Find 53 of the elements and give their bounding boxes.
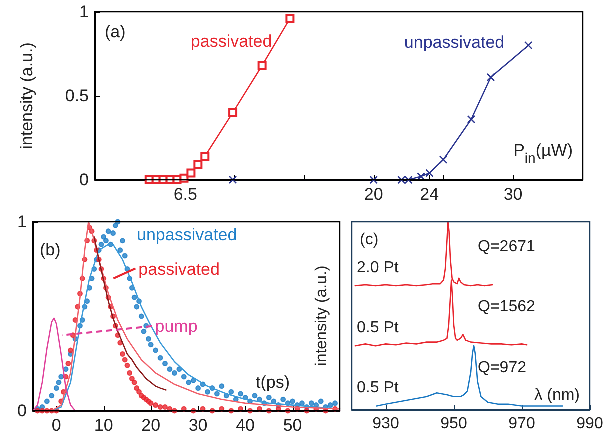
series-label: passivated (190, 32, 272, 52)
text: (b) (40, 240, 61, 260)
y-tick-label: 1 (80, 2, 89, 22)
x-tick-label: 930 (372, 416, 400, 432)
series-label: 0.5 Pt (357, 380, 400, 397)
x-tick-label: 20 (142, 416, 161, 435)
x-tick-label: 30 (504, 185, 523, 204)
series-label: unpassivated (404, 33, 505, 52)
x-tick-label: 0 (52, 416, 62, 435)
y-tick-label: 1 (18, 212, 27, 232)
point (228, 176, 238, 184)
x-tick-label: 970 (508, 416, 536, 432)
text: (a) (105, 22, 126, 42)
y-axis-title: intensity (a.u.) (18, 42, 36, 150)
point (194, 160, 203, 170)
point (200, 152, 210, 161)
series-label: 0.5 Pt (357, 320, 400, 337)
x-tick-label: 30 (188, 416, 208, 435)
x-axis-title: t(ps) (256, 372, 290, 392)
point (286, 14, 295, 24)
text: (c) (360, 232, 379, 248)
point (186, 168, 196, 178)
point (439, 156, 448, 164)
point (417, 172, 426, 181)
series-label: 2.0 Pt (357, 259, 400, 276)
point (467, 115, 476, 124)
x-tick-label: 990 (576, 416, 604, 432)
text: pump (155, 316, 198, 336)
point (228, 108, 238, 118)
x-axis-title: λ (nm) (534, 386, 580, 404)
point (524, 41, 533, 50)
annotation: Q=2671 (478, 238, 536, 256)
x-tick-label: 10 (94, 416, 114, 435)
point (425, 169, 434, 178)
annotation: Q=1562 (478, 298, 536, 316)
point (258, 61, 267, 70)
x-tick-label: 20 (364, 185, 384, 204)
y-tick-label: 0.5 (65, 86, 89, 106)
legend-label: passivated (138, 260, 220, 280)
point (486, 73, 496, 82)
x-tick-label: 950 (440, 416, 468, 432)
x-tick-label: 6.5 (174, 185, 198, 204)
y-tick-label: 0 (80, 170, 89, 190)
annotation: Q=972 (478, 360, 527, 377)
series-label: unpassivated (137, 226, 238, 244)
point (370, 176, 378, 184)
x-tick-label: 24 (420, 185, 440, 204)
point (398, 176, 406, 184)
x-tick-label: 50 (283, 416, 302, 435)
point (404, 176, 413, 184)
x-axis-title: P$_{in}$(µW) (514, 140, 573, 166)
y-axis-title: intensity (a.u.) (314, 266, 330, 366)
x-tick-label: 40 (236, 416, 255, 435)
